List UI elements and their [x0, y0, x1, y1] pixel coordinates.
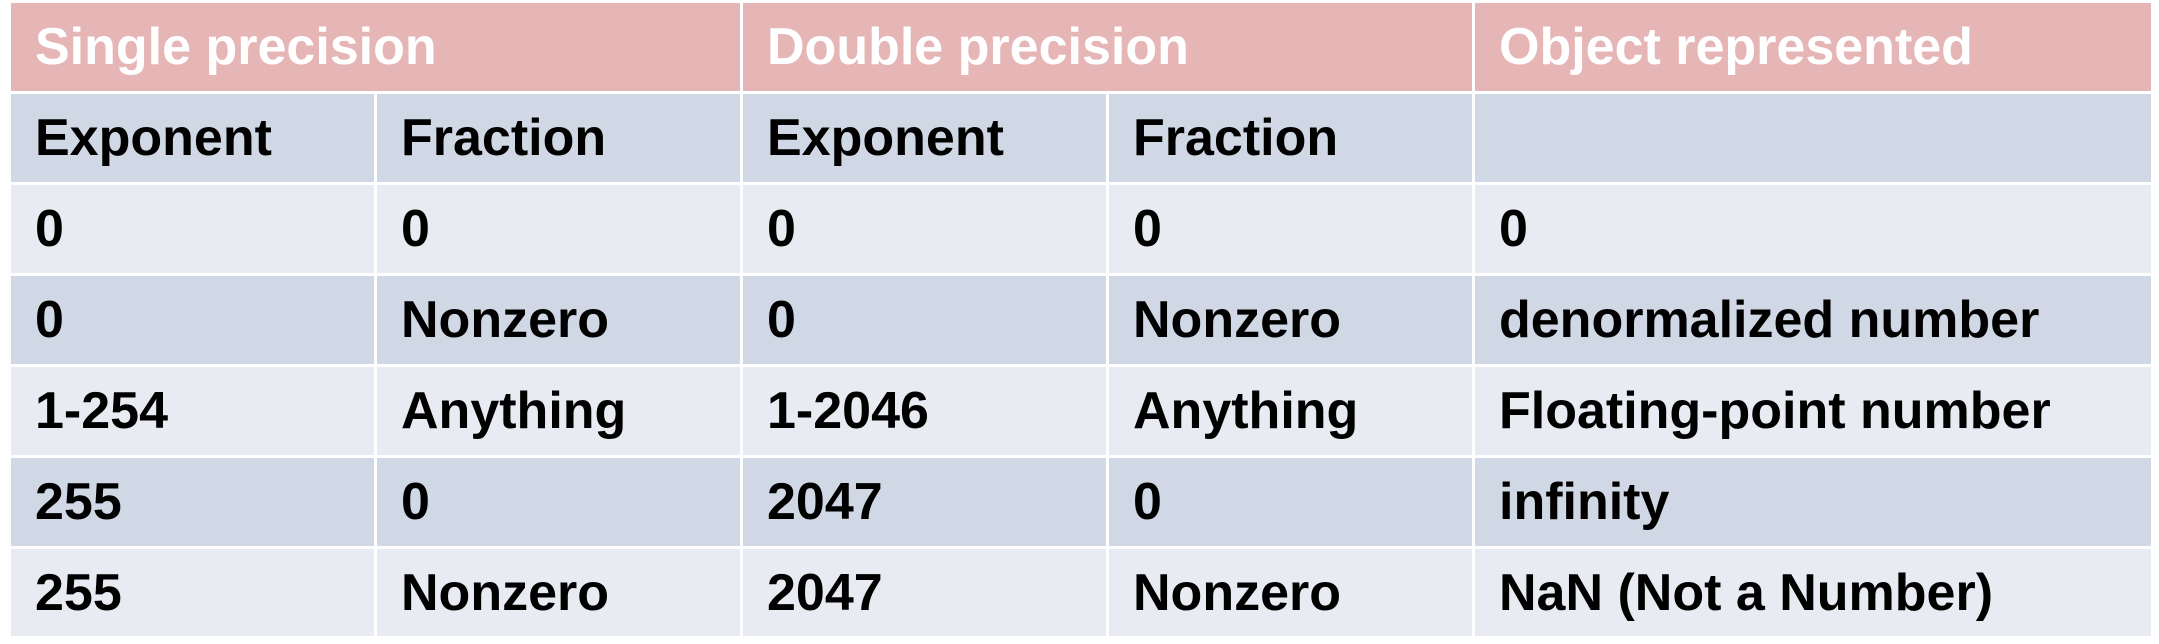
- ieee754-special-values-table: Single precision Double precision Object…: [8, 0, 2154, 639]
- cell-double-exponent: 0: [740, 273, 1109, 367]
- group-header-object-represented: Object represented: [1472, 0, 2154, 94]
- cell-single-exponent: 255: [8, 455, 377, 549]
- cell-object-represented: Floating-point number: [1472, 364, 2154, 458]
- cell-single-exponent: 0: [8, 273, 377, 367]
- sub-header-row: Exponent Fraction Exponent Fraction: [8, 91, 2154, 185]
- sub-header-double-fraction: Fraction: [1106, 91, 1475, 185]
- group-header-single-precision: Single precision: [8, 0, 743, 94]
- cell-object-represented: denormalized number: [1472, 273, 2154, 367]
- cell-double-exponent: 0: [740, 182, 1109, 276]
- cell-single-exponent: 255: [8, 546, 377, 639]
- cell-single-exponent: 1-254: [8, 364, 377, 458]
- cell-double-fraction: Anything: [1106, 364, 1475, 458]
- cell-double-exponent: 2047: [740, 455, 1109, 549]
- cell-single-exponent: 0: [8, 182, 377, 276]
- cell-single-fraction: 0: [374, 455, 743, 549]
- table-row: 0 0 0 0 0: [8, 182, 2154, 276]
- table-row: 255 0 2047 0 infinity: [8, 455, 2154, 549]
- group-header-row: Single precision Double precision Object…: [8, 0, 2154, 94]
- sub-header-double-exponent: Exponent: [740, 91, 1109, 185]
- cell-double-fraction: 0: [1106, 182, 1475, 276]
- cell-single-fraction: Anything: [374, 364, 743, 458]
- cell-double-exponent: 1-2046: [740, 364, 1109, 458]
- cell-double-fraction: Nonzero: [1106, 546, 1475, 639]
- group-header-double-precision: Double precision: [740, 0, 1475, 94]
- cell-single-fraction: 0: [374, 182, 743, 276]
- table-row: 1-254 Anything 1-2046 Anything Floating-…: [8, 364, 2154, 458]
- sub-header-single-exponent: Exponent: [8, 91, 377, 185]
- sub-header-object-empty: [1472, 91, 2154, 185]
- cell-double-exponent: 2047: [740, 546, 1109, 639]
- cell-object-represented: NaN (Not a Number): [1472, 546, 2154, 639]
- table-row: 0 Nonzero 0 Nonzero denormalized number: [8, 273, 2154, 367]
- cell-double-fraction: Nonzero: [1106, 273, 1475, 367]
- cell-double-fraction: 0: [1106, 455, 1475, 549]
- cell-single-fraction: Nonzero: [374, 546, 743, 639]
- cell-single-fraction: Nonzero: [374, 273, 743, 367]
- cell-object-represented: 0: [1472, 182, 2154, 276]
- sub-header-single-fraction: Fraction: [374, 91, 743, 185]
- table-row: 255 Nonzero 2047 Nonzero NaN (Not a Numb…: [8, 546, 2154, 639]
- cell-object-represented: infinity: [1472, 455, 2154, 549]
